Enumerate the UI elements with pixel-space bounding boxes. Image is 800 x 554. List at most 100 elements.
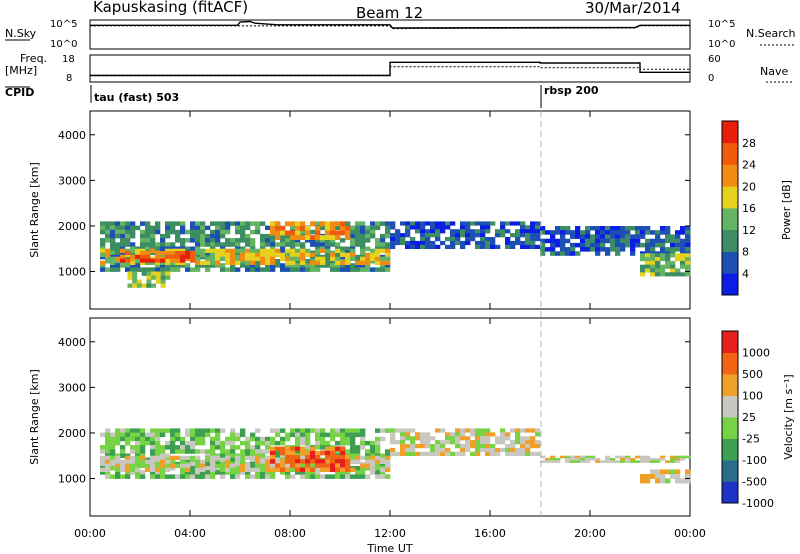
data-cell xyxy=(410,428,416,433)
data-cell xyxy=(570,460,576,463)
data-cell xyxy=(110,233,116,239)
data-cell xyxy=(685,257,691,262)
data-cell xyxy=(225,252,231,257)
data-cell xyxy=(650,257,656,262)
data-cell xyxy=(450,240,456,246)
data-cell xyxy=(215,428,221,433)
data-cell xyxy=(375,428,381,433)
data-cell xyxy=(290,242,296,247)
data-cell xyxy=(275,463,281,468)
data-cell xyxy=(480,447,486,453)
data-cell xyxy=(580,460,586,463)
data-cell xyxy=(400,432,406,437)
data-cell xyxy=(665,234,671,239)
data-cell xyxy=(325,474,331,479)
data-cell xyxy=(570,251,576,256)
data-cell xyxy=(510,244,516,249)
colorbar-swatch xyxy=(722,186,738,209)
data-cell xyxy=(300,459,306,464)
y-tick-label: 2000 xyxy=(58,220,86,233)
data-cell xyxy=(295,449,301,454)
data-cell xyxy=(440,444,446,449)
data-cell xyxy=(500,428,506,433)
data-cell xyxy=(120,432,126,438)
data-cell xyxy=(580,230,586,235)
y-tick-label: 1000 xyxy=(58,266,86,279)
data-cell xyxy=(465,221,471,226)
data-cell xyxy=(495,447,501,453)
data-cell xyxy=(470,237,476,242)
data-cell xyxy=(165,229,171,235)
data-cell xyxy=(195,248,201,253)
data-cell xyxy=(365,233,371,239)
data-cell xyxy=(250,474,256,479)
data-cell xyxy=(290,263,296,268)
data-cell xyxy=(195,474,201,479)
data-cell xyxy=(345,440,351,446)
data-cell xyxy=(120,474,126,479)
data-cell xyxy=(320,256,326,261)
data-cell xyxy=(140,455,146,460)
data-cell xyxy=(400,447,406,453)
data-cell xyxy=(345,455,351,460)
colorbar-swatch xyxy=(722,164,738,187)
data-cell xyxy=(280,238,286,243)
data-cell xyxy=(165,260,171,265)
data-cell xyxy=(220,248,226,253)
data-cell xyxy=(645,242,651,248)
data-cell xyxy=(225,256,231,261)
data-cell xyxy=(460,436,466,441)
data-cell xyxy=(250,263,256,268)
data-cell xyxy=(445,436,451,441)
data-cell xyxy=(310,446,316,452)
data-cell xyxy=(360,463,366,468)
data-cell xyxy=(105,467,111,472)
data-cell xyxy=(130,225,136,231)
data-cell xyxy=(425,432,431,437)
data-cell xyxy=(300,428,306,433)
data-cell xyxy=(340,432,346,438)
data-cell xyxy=(265,238,271,243)
data-cell xyxy=(210,221,216,226)
data-cell xyxy=(140,251,146,256)
data-cell xyxy=(605,226,611,231)
data-cell xyxy=(165,445,171,450)
data-cell xyxy=(350,449,356,454)
data-cell xyxy=(230,242,236,247)
data-cell xyxy=(355,238,361,243)
data-cell xyxy=(420,440,426,445)
data-cell xyxy=(180,474,186,479)
data-cell xyxy=(160,449,166,454)
data-cell xyxy=(290,260,296,265)
data-cell xyxy=(475,436,481,441)
data-cell xyxy=(340,238,346,243)
data-cell xyxy=(215,263,221,268)
data-cell xyxy=(330,259,336,264)
data-cell xyxy=(260,238,266,243)
data-cell xyxy=(295,263,301,268)
data-cell xyxy=(220,233,226,239)
data-cell xyxy=(300,463,306,468)
data-cell xyxy=(200,428,206,433)
data-cell xyxy=(310,467,316,472)
data-cell xyxy=(240,449,246,454)
data-cell xyxy=(175,474,181,479)
data-cell xyxy=(115,467,121,472)
data-cell xyxy=(255,252,261,257)
data-cell xyxy=(485,432,491,437)
data-cell xyxy=(146,279,152,284)
data-cell xyxy=(460,447,466,453)
data-cell xyxy=(310,242,316,247)
data-cell xyxy=(225,459,231,464)
data-cell xyxy=(125,238,131,243)
data-cell xyxy=(385,474,391,479)
data-cell xyxy=(360,436,366,442)
time-axis: 00:00 04:00 08:00 12:00 16:00 20:00 00:00 xyxy=(74,111,706,540)
data-cell xyxy=(200,229,206,235)
data-cell xyxy=(115,470,121,475)
data-cell xyxy=(475,233,481,238)
data-cell xyxy=(105,225,111,231)
data-cell xyxy=(330,267,336,272)
data-cell xyxy=(150,449,156,454)
data-cell xyxy=(635,234,641,239)
